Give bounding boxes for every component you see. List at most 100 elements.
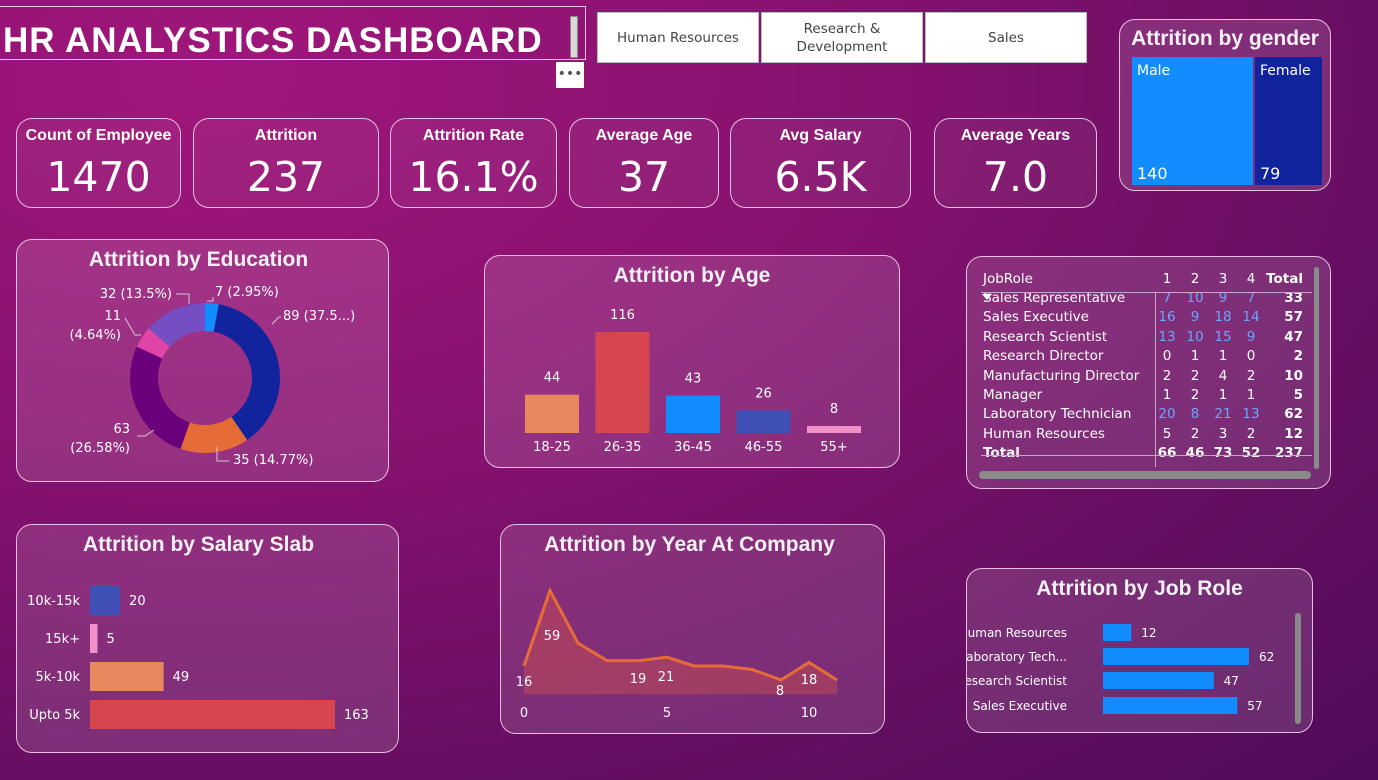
kpi-card-count-employee: Count of Employee 1470 xyxy=(16,118,181,208)
gender-tile-male[interactable]: Male 140 xyxy=(1132,57,1253,185)
area-fill xyxy=(524,590,837,694)
bar-value-label: 49 xyxy=(173,670,190,685)
matrix-total-cell: 5 xyxy=(1293,387,1303,404)
age-bar-chart: 44 18-25 116 26-35 43 36-45 26 46-55 8 55+ xyxy=(525,308,861,455)
salary-bar xyxy=(90,624,98,653)
leader-line xyxy=(216,447,229,462)
matrix-total-cell: 62 xyxy=(1284,406,1303,423)
point-label: 59 xyxy=(544,629,561,644)
matrix-row[interactable]: Laboratory Technician 20 8 21 13 62 xyxy=(981,405,1303,424)
jobrole-scrollbar[interactable] xyxy=(1295,613,1301,724)
slice-label: 63 xyxy=(113,422,130,437)
total-divider xyxy=(981,455,1312,456)
donut-slice xyxy=(205,303,219,332)
matrix-total-cell: 10 xyxy=(1284,367,1303,384)
x-tick-label: 0 xyxy=(520,706,528,721)
leader-line xyxy=(176,293,190,304)
donut-slice xyxy=(213,304,280,441)
matrix-row[interactable]: Manager 1 2 1 1 5 xyxy=(981,385,1303,404)
kpi-card-attrition: Attrition 237 xyxy=(193,118,379,208)
matrix-total-cell: 12 xyxy=(1284,425,1303,442)
category-label: 26-35 xyxy=(604,440,642,455)
gender-tile-female[interactable]: Female 79 xyxy=(1255,57,1322,185)
matrix-total-cell: 2 xyxy=(1293,348,1303,365)
donut-slice xyxy=(136,328,170,359)
more-options-icon[interactable]: ••• xyxy=(556,62,584,88)
donut-slice xyxy=(148,303,205,347)
category-label: Sales Executive xyxy=(973,699,1067,713)
kpi-value: 37 xyxy=(617,153,671,201)
horizontal-scrollbar[interactable] xyxy=(979,471,1311,479)
point-label: 21 xyxy=(658,670,675,685)
kpi-card-average-years: Average Years 7.0 xyxy=(934,118,1097,208)
gender-label: Female xyxy=(1260,63,1311,79)
matrix-total-cell: 237 xyxy=(1274,445,1303,462)
category-label: 10k-15k xyxy=(27,594,80,609)
sort-arrow-icon[interactable] xyxy=(982,294,992,300)
matrix-value-cell: 66 xyxy=(1157,445,1177,462)
matrix-row[interactable]: Research Director 0 1 1 0 2 xyxy=(981,347,1303,366)
years-title: Attrition by Year At Company xyxy=(544,533,835,556)
age-bar xyxy=(666,395,720,433)
matrix-header-2[interactable]: 2 xyxy=(1190,270,1200,287)
matrix-value-cell: 15 xyxy=(1214,328,1232,345)
matrix-row[interactable]: Research Scientist 13 10 15 9 47 xyxy=(981,327,1303,346)
matrix-role-cell: Research Director xyxy=(983,348,1104,365)
kpi-label: Average Age xyxy=(595,127,693,144)
bar-value-label: 62 xyxy=(1259,650,1274,664)
gender-value: 140 xyxy=(1137,164,1168,183)
point-label: 19 xyxy=(630,672,647,687)
matrix-value-cell: 5 xyxy=(1162,425,1172,442)
resize-handle[interactable] xyxy=(570,16,578,58)
matrix-header-jobrole[interactable]: JobRole xyxy=(983,270,1033,287)
matrix-value-cell: 9 xyxy=(1218,290,1228,307)
matrix-row[interactable]: Sales Representative 7 10 9 7 33 xyxy=(981,288,1303,307)
slicer-human-resources[interactable]: Human Resources xyxy=(597,12,759,63)
matrix-header-total[interactable]: Total xyxy=(1266,270,1303,287)
matrix-header-4[interactable]: 4 xyxy=(1246,270,1256,287)
matrix-value-cell: 2 xyxy=(1190,367,1200,384)
matrix-value-cell: 1 xyxy=(1218,387,1228,404)
matrix-header-1[interactable]: 1 xyxy=(1162,270,1172,287)
matrix-role-cell: Manufacturing Director xyxy=(983,367,1140,384)
point-label: 8 xyxy=(776,684,784,699)
category-label: Human Resources xyxy=(967,626,1067,640)
education-donut-chart: 7 (2.95%) 89 (37.5...) 35 (14.77%) 63 (26.58… xyxy=(70,285,356,468)
matrix-header-3[interactable]: 3 xyxy=(1218,270,1228,287)
matrix-role-cell: Research Scientist xyxy=(983,328,1108,345)
slicer-research-development[interactable]: Research & Development xyxy=(761,12,923,63)
category-label: 36-45 xyxy=(674,440,712,455)
matrix-value-cell: 1 xyxy=(1190,348,1200,365)
leader-line xyxy=(137,429,155,437)
kpi-card-avg-salary: Avg Salary 6.5K xyxy=(730,118,911,208)
gender-title: Attrition by gender xyxy=(1131,27,1319,50)
area-line xyxy=(522,586,838,682)
matrix-value-cell: 2 xyxy=(1246,425,1256,442)
matrix-role-cell: Sales Executive xyxy=(983,309,1089,326)
leader-line xyxy=(271,316,281,325)
matrix-value-cell: 2 xyxy=(1190,425,1200,442)
bar-value-label: 57 xyxy=(1247,699,1262,713)
age-bar xyxy=(807,426,861,433)
matrix-value-cell: 13 xyxy=(1242,406,1260,423)
matrix-body: Sales Representative 7 10 9 7 33 Sales Executi… xyxy=(981,288,1303,463)
matrix-row[interactable]: Sales Executive 16 9 18 14 57 xyxy=(981,308,1303,327)
bar-value-label: 20 xyxy=(129,594,146,609)
matrix-total-row[interactable]: Total 66 46 73 52 237 xyxy=(981,444,1303,463)
matrix-row[interactable]: Human Resources 5 2 3 2 12 xyxy=(981,424,1303,443)
bar-value-label: 116 xyxy=(610,308,635,323)
vertical-scrollbar[interactable] xyxy=(1314,267,1319,469)
slice-label: 11 xyxy=(104,309,121,324)
slicer-sales[interactable]: Sales xyxy=(925,12,1087,63)
kpi-value: 16.1% xyxy=(408,153,539,201)
matrix-value-cell: 1 xyxy=(1162,387,1172,404)
years-panel: Attrition by Year At Company 16 59 19 21 8 18… xyxy=(500,524,885,734)
kpi-card-average-age: Average Age 37 xyxy=(569,118,719,208)
matrix-value-cell: 1 xyxy=(1246,387,1256,404)
donut-slice xyxy=(130,346,190,449)
age-bar xyxy=(595,332,650,433)
bar-value-label: 12 xyxy=(1141,626,1156,640)
matrix-value-cell: 20 xyxy=(1158,406,1176,423)
kpi-label: Avg Salary xyxy=(779,127,862,144)
matrix-row[interactable]: Manufacturing Director 2 2 4 2 10 xyxy=(981,366,1303,385)
